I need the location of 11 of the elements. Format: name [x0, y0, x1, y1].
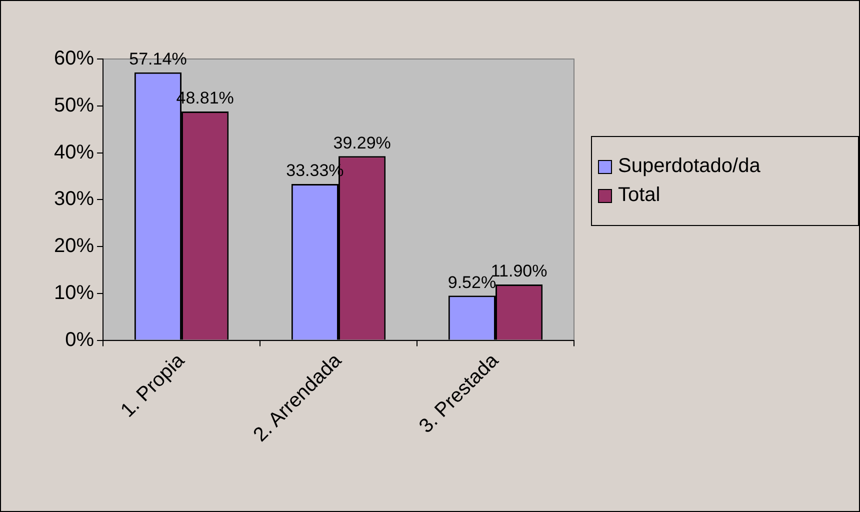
legend-label: Total [618, 184, 660, 207]
y-tick-label: 50% [54, 94, 94, 116]
y-tick-label: 20% [54, 235, 94, 258]
data-label: 57.14% [129, 50, 187, 69]
y-tick-label: 30% [54, 188, 94, 210]
data-label: 39.29% [333, 133, 391, 152]
y-tick-label: 40% [54, 141, 94, 164]
y-tick-label: 60% [54, 48, 94, 70]
legend-label: Superdotado/da [618, 155, 760, 178]
y-tick-label: 0% [65, 328, 94, 351]
y-tick-label: 10% [54, 282, 94, 304]
